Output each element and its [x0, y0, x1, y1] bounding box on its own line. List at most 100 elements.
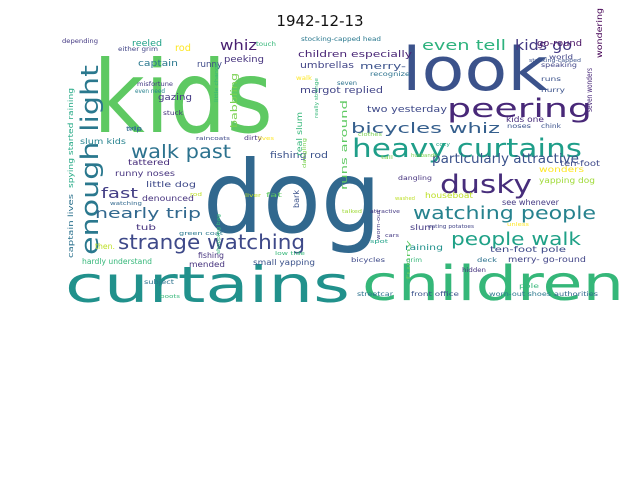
- cloud-word: go-round: [537, 39, 582, 49]
- cloud-word: children especially: [298, 50, 413, 60]
- cloud-word: mended: [189, 260, 225, 269]
- cloud-word: streetcar: [357, 291, 394, 298]
- cloud-word: see whenever: [502, 198, 560, 207]
- cloud-word: dirty: [244, 135, 263, 142]
- cloud-word: even tell: [422, 38, 506, 54]
- cloud-word: pole: [519, 283, 539, 290]
- cloud-word: recognize: [370, 71, 410, 78]
- cloud-word: walk: [296, 75, 313, 82]
- cloud-word: babbling: [230, 73, 240, 128]
- cloud-word: either grim: [118, 46, 158, 53]
- cloud-word: denounced: [142, 194, 194, 203]
- cloud-word: noses: [507, 123, 531, 130]
- cloud-word: runny noses: [115, 169, 175, 178]
- cloud-word: bark: [292, 190, 301, 208]
- cloud-word: stocking-capped: [529, 58, 581, 64]
- cloud-word: touch: [256, 41, 276, 48]
- cloud-word: deck: [477, 257, 498, 264]
- cloud-word: runny: [197, 60, 223, 70]
- cloud-word: tattered: [128, 158, 170, 167]
- cloud-word: merry- go-round: [508, 255, 586, 264]
- cloud-word: raincoats: [196, 136, 231, 142]
- cloud-word: worn-out shoes: [489, 291, 551, 298]
- cloud-word: tub: [136, 223, 156, 232]
- cloud-word: yapping dog: [539, 176, 595, 185]
- cloud-word: attractive: [370, 209, 400, 215]
- cloud-word: chink: [541, 123, 562, 130]
- cloud-word: dusky: [440, 170, 532, 200]
- cloud-word: small yapping: [253, 258, 315, 267]
- cloud-word: ten-foot: [560, 159, 600, 168]
- cloud-word: even need: [135, 88, 165, 95]
- cloud-word: wonders: [539, 165, 584, 174]
- cloud-word: kids: [93, 39, 273, 156]
- cloud-word: eating potatoes: [428, 224, 474, 230]
- cloud-word: nearly trip: [95, 206, 201, 222]
- cloud-word: hurry: [541, 87, 566, 94]
- cloud-word: reeled: [132, 39, 162, 49]
- cloud-word: liver: [245, 193, 262, 199]
- cloud-word: spying started raining: [67, 88, 75, 188]
- cloud-word: tall: [381, 155, 393, 161]
- cloud-word: enough light: [76, 65, 104, 255]
- cloud-word: peering: [447, 94, 592, 124]
- cloud-word: stocking-capped head: [301, 36, 381, 43]
- cloud-word: look: [402, 35, 548, 105]
- cloud-word: trip: [128, 126, 142, 132]
- cloud-word: ten-foot pole: [490, 245, 566, 254]
- cloud-word: dog: [203, 139, 381, 256]
- cloud-word: rod: [190, 192, 202, 198]
- cloud-word: real slum: [295, 112, 304, 156]
- cloud-word: gazing: [158, 93, 192, 103]
- figure-title: 1942-12-13: [276, 12, 364, 30]
- cloud-word: whiz: [220, 38, 257, 54]
- cloud-word: seven wonders: [585, 68, 594, 112]
- cloud-word: strange watching: [118, 230, 305, 254]
- cloud-word: peeking: [224, 55, 264, 65]
- cloud-word: captain lives: [67, 194, 75, 258]
- cloud-word: funny: [406, 240, 412, 280]
- cloud-word: boots: [160, 294, 181, 300]
- cloud-word: subject: [144, 279, 175, 286]
- cloud-word: rod: [175, 43, 191, 54]
- cloud-word: slum kids: [80, 137, 126, 146]
- cloud-word: dangling: [302, 138, 308, 168]
- cloud-word: children: [362, 256, 624, 312]
- cloud-word: cozy: [436, 142, 450, 148]
- cloud-word: bicycles whiz: [351, 121, 500, 137]
- cloud-word: houseboat: [425, 191, 473, 200]
- cloud-word: people walk: [451, 229, 582, 250]
- cloud-word: stuck: [163, 110, 184, 117]
- cloud-word: kids one: [506, 115, 544, 124]
- cloud-word: runs around: [340, 100, 350, 190]
- cloud-word: merry-: [360, 62, 406, 72]
- cloud-word: fat: [266, 192, 283, 199]
- cloud-word: heavy curtains: [352, 134, 582, 164]
- cloud-word: hardly understand: [82, 257, 152, 266]
- cloud-word: misfortune: [137, 81, 173, 88]
- cloud-word: spot: [370, 239, 388, 245]
- cloud-word: two yesterday: [367, 105, 448, 115]
- cloud-word: captain: [138, 59, 178, 69]
- cloud-word: shopping bag: [216, 214, 222, 254]
- cloud-word: kids go: [515, 38, 572, 54]
- cloud-word: depending: [62, 38, 98, 45]
- cloud-word: wondering: [595, 8, 604, 58]
- cloud-word: front office: [411, 291, 459, 298]
- cloud-word: fishing: [198, 251, 224, 260]
- cloud-word: umbrellas: [300, 61, 354, 71]
- cloud-word: green coat: [179, 231, 223, 237]
- cloud-word: particularly attractive: [432, 152, 579, 167]
- cloud-word: talked: [342, 209, 362, 215]
- cloud-word: worn-out: [376, 210, 382, 240]
- cloud-word: fast: [101, 186, 139, 202]
- cloud-word: cars: [385, 233, 400, 239]
- cloud-word: washed: [395, 196, 415, 202]
- cloud-word: watching people: [413, 203, 596, 224]
- cloud-word: seven: [337, 80, 357, 87]
- cloud-word: husbands: [411, 153, 437, 159]
- cloud-word: grim: [406, 257, 422, 264]
- cloud-word: curtains: [65, 256, 350, 314]
- cloud-word: raining: [405, 243, 443, 252]
